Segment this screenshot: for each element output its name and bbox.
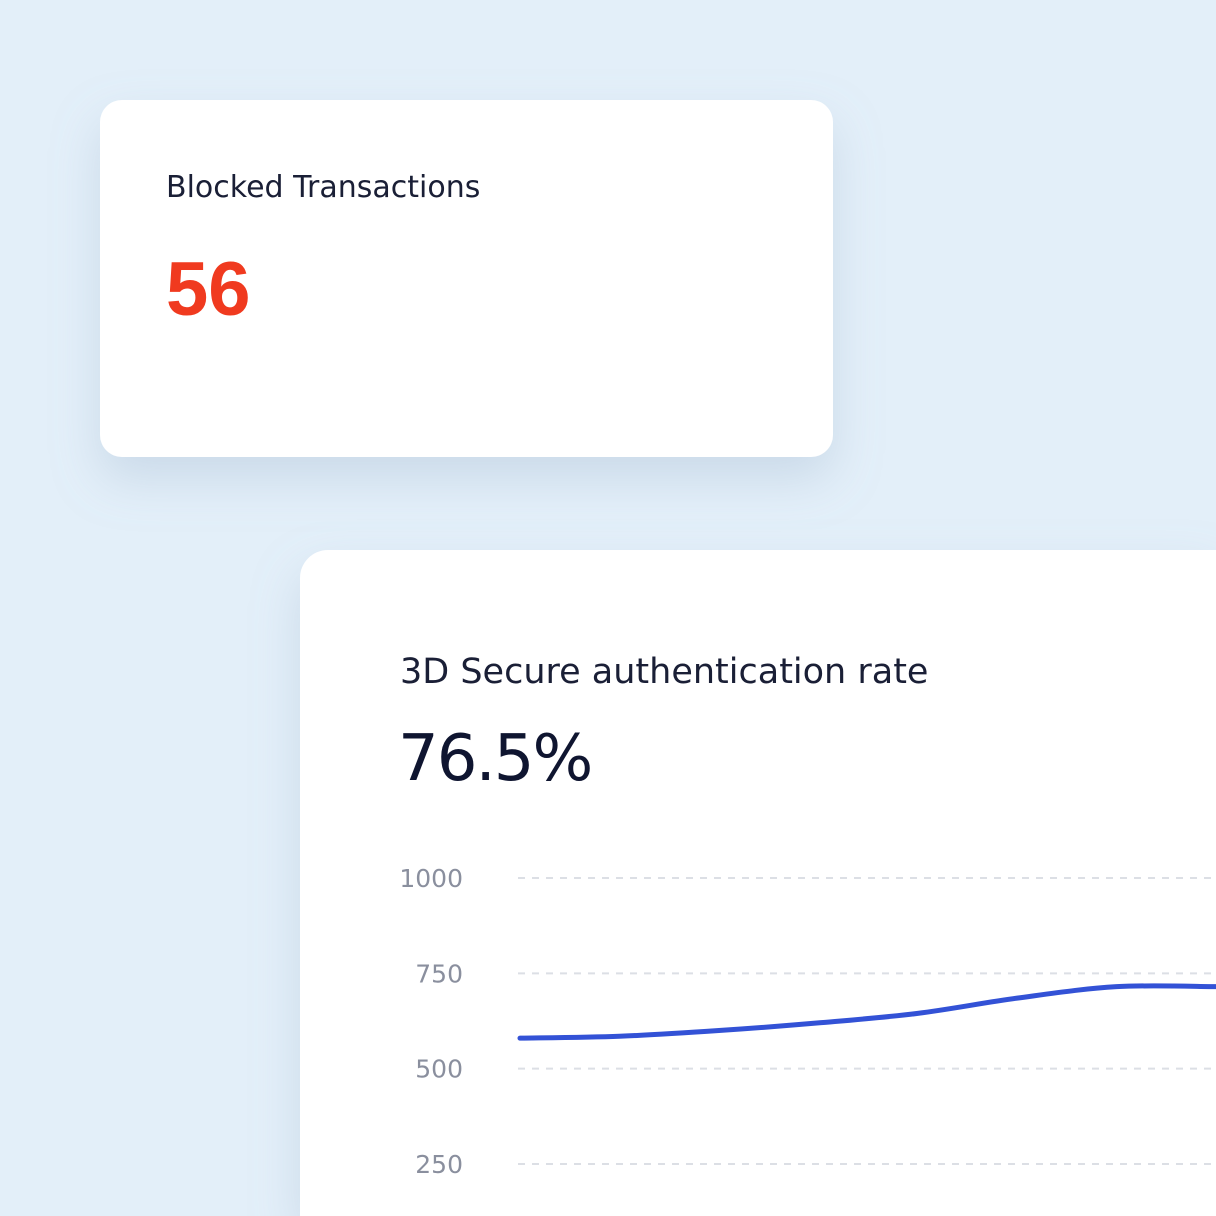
card-title: 3D Secure authentication rate (400, 652, 928, 692)
y-tick-label: 1000 (399, 864, 463, 893)
blocked-card: Blocked Transactions 56 (100, 100, 833, 457)
y-tick-label: 250 (415, 1150, 463, 1179)
card-value: 56 (166, 247, 251, 332)
card-surface (300, 550, 1216, 1216)
line (517, 983, 1216, 1041)
y-tick-label: 500 (415, 1055, 463, 1084)
card-surface (100, 100, 833, 457)
card-title: Blocked Transactions (166, 170, 480, 205)
card-value: 76.5% (398, 722, 591, 796)
rate-card: 3D Secure authentication rate 76.5% (300, 550, 1216, 1216)
y-tick-label: 750 (415, 959, 463, 988)
